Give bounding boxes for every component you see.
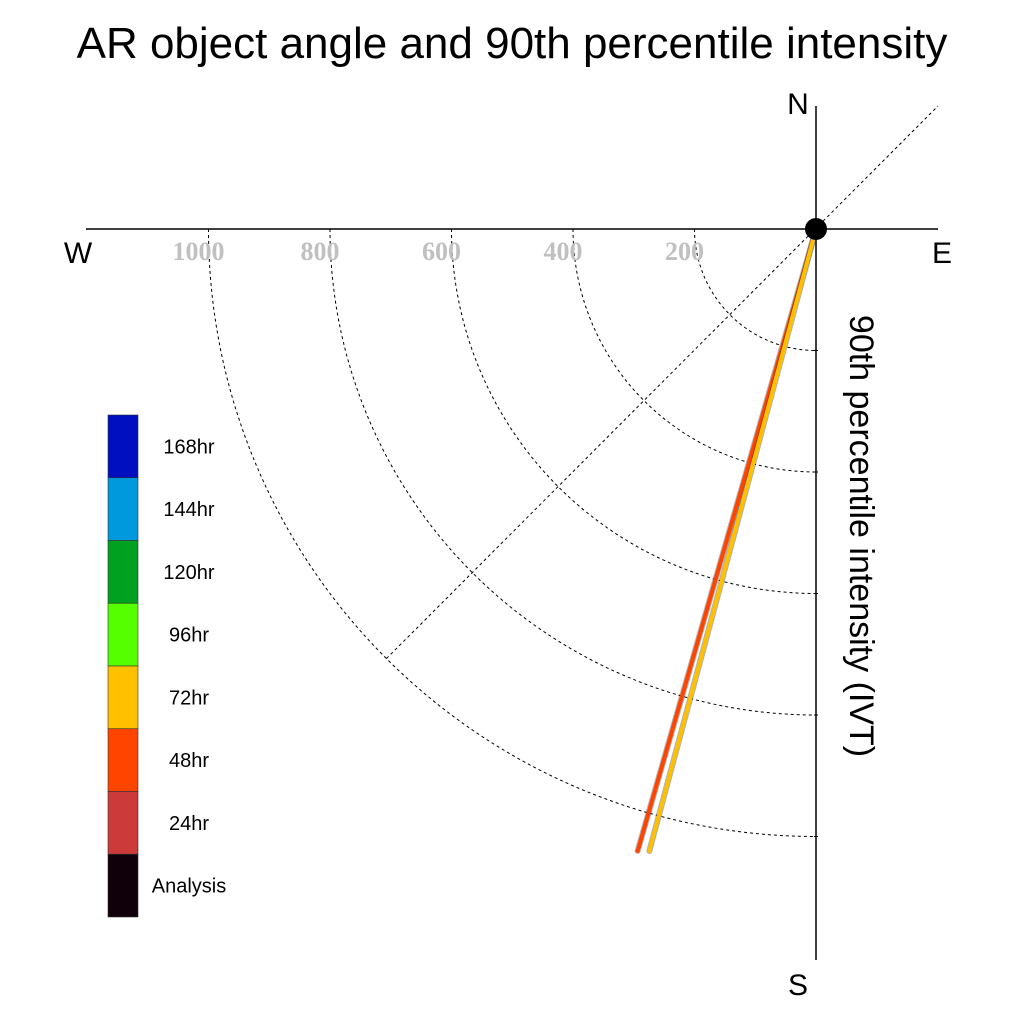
compass-north-label: N xyxy=(787,88,809,121)
legend-label-96hr: 96hr xyxy=(169,625,209,647)
legend-swatch-168hr xyxy=(107,414,139,479)
ring-label-400: 400 xyxy=(544,237,583,266)
ring-label-1000: 1000 xyxy=(173,237,225,266)
compass-south-label: S xyxy=(788,969,808,1002)
compass-west-label: W xyxy=(64,237,93,270)
chart-title: AR object angle and 90th percentile inte… xyxy=(77,19,948,68)
legend-swatch-96hr xyxy=(107,602,139,667)
legend-label-168hr: 168hr xyxy=(163,436,214,458)
legend-swatch-24hr xyxy=(107,791,139,855)
grid xyxy=(208,105,939,837)
grid-ring-600 xyxy=(451,228,817,594)
legend-swatch-72hr xyxy=(107,665,139,730)
grid-ring-400 xyxy=(572,228,817,473)
ring-labels: 200 400 600 800 1000 xyxy=(173,237,705,266)
series-line-72hr xyxy=(647,227,818,854)
origin-marker xyxy=(805,218,827,240)
compass-axes xyxy=(86,106,938,960)
y-axis-label: 90th percentile intensity (IVT) xyxy=(842,315,880,757)
legend-label-144hr: 144hr xyxy=(163,499,214,521)
legend-label-24hr: 24hr xyxy=(169,813,209,835)
legend-label-48hr: 48hr xyxy=(169,750,209,772)
legend: 168hr 144hr 120hr 96hr 72hr 48hr 24hr Analysis xyxy=(107,414,226,918)
ring-label-600: 600 xyxy=(422,237,461,266)
legend-swatch-120hr xyxy=(107,540,139,604)
ring-label-800: 800 xyxy=(301,237,340,266)
grid-ring-1000 xyxy=(208,228,817,837)
compass-east-label: E xyxy=(932,237,952,270)
legend-swatch-48hr xyxy=(107,728,139,792)
grid-diagonal xyxy=(386,105,939,659)
series-vectors xyxy=(634,226,819,855)
legend-swatch-analysis xyxy=(107,853,139,918)
legend-label-analysis: Analysis xyxy=(152,876,226,898)
legend-label-120hr: 120hr xyxy=(163,562,214,584)
legend-swatch-144hr xyxy=(107,477,139,541)
grid-ring-200 xyxy=(694,228,817,351)
legend-label-72hr: 72hr xyxy=(169,687,209,709)
grid-ring-800 xyxy=(329,228,817,716)
ring-label-200: 200 xyxy=(665,237,704,266)
